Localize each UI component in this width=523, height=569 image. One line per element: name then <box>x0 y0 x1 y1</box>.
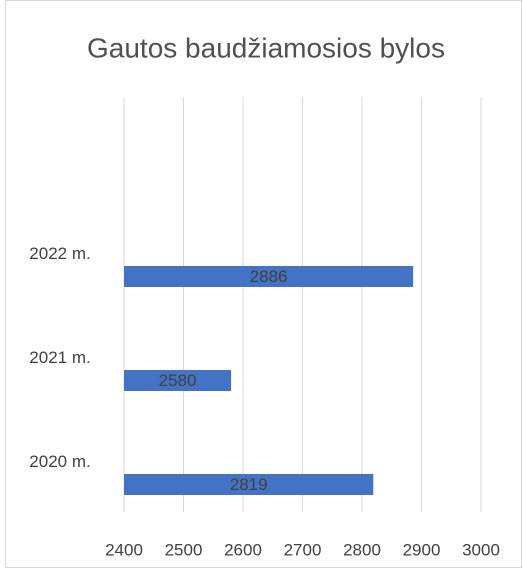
bar <box>124 266 414 287</box>
x-tick-label: 2600 <box>224 540 262 559</box>
chart-title: Gautos baudžiamosios bylos <box>87 32 445 63</box>
x-tick-label: 3000 <box>462 540 500 559</box>
x-tick-label: 2800 <box>343 540 381 559</box>
y-tick-label: 2021 m. <box>29 348 90 367</box>
x-tick-label: 2900 <box>403 540 441 559</box>
y-tick-label: 2020 m. <box>29 452 90 471</box>
value-label: 2819 <box>230 475 268 494</box>
bar <box>124 370 232 391</box>
bar <box>124 474 374 495</box>
x-tick-label: 2500 <box>165 540 203 559</box>
x-tick-label: 2700 <box>284 540 322 559</box>
x-tick-label: 2400 <box>105 540 143 559</box>
y-tick-label: 2022 m. <box>29 244 90 263</box>
value-label: 2886 <box>250 267 288 286</box>
value-label: 2580 <box>159 371 197 390</box>
